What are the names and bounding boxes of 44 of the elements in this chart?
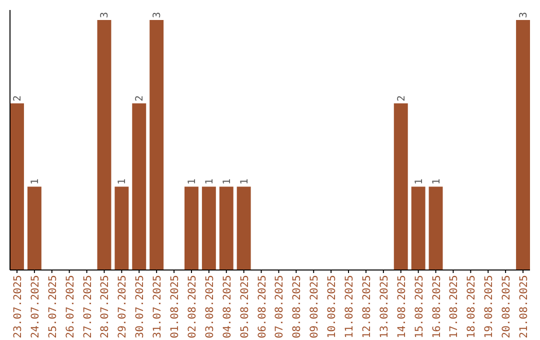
x-tick-label: 07.08.2025 xyxy=(274,275,286,338)
x-tick-label: 25.07.2025 xyxy=(46,275,59,338)
x-tick-label: 23.07.2025 xyxy=(12,275,24,338)
data-label: 2 xyxy=(12,95,24,102)
data-label: 3 xyxy=(152,12,164,18)
x-tick-label: 06.08.2025 xyxy=(256,275,268,338)
x-tick-label: 28.07.2025 xyxy=(99,275,112,338)
data-label: 1 xyxy=(117,178,128,185)
x-tick-label: 03.08.2025 xyxy=(204,275,216,338)
data-label: 2 xyxy=(134,95,146,102)
x-tick-label: 11.08.2025 xyxy=(344,275,356,338)
data-label: 1 xyxy=(30,178,41,185)
x-tick-label: 17.08.2025 xyxy=(448,275,460,338)
data-label: 2 xyxy=(396,95,408,102)
x-tick-label: 05.08.2025 xyxy=(238,275,251,338)
x-tick-label: 01.08.2025 xyxy=(169,275,182,338)
x-tick-label: 21.08.2025 xyxy=(518,275,530,338)
x-tick-label: 09.08.2025 xyxy=(308,275,321,338)
x-tick-label: 10.08.2025 xyxy=(326,275,338,338)
x-tick-label: 12.08.2025 xyxy=(360,275,373,338)
x-tick-label: 26.07.2025 xyxy=(64,275,76,338)
x-tick-label: 27.07.2025 xyxy=(82,275,94,338)
x-tick-label: 18.08.2025 xyxy=(466,275,478,338)
x-tick-label: 14.08.2025 xyxy=(396,275,408,338)
data-label: 1 xyxy=(222,178,233,185)
x-tick-label: 16.08.2025 xyxy=(430,275,443,338)
data-label: 1 xyxy=(239,178,250,185)
data-label: 3 xyxy=(100,12,111,18)
data-label: 1 xyxy=(204,178,216,185)
x-tick-label: 04.08.2025 xyxy=(221,275,234,338)
data-label: 1 xyxy=(431,178,442,185)
x-tick-label: 24.07.2025 xyxy=(29,275,42,338)
x-tick-label: 20.08.2025 xyxy=(500,275,513,338)
x-tick-label: 31.07.2025 xyxy=(152,275,164,338)
x-tick-label: 13.08.2025 xyxy=(378,275,390,338)
data-label: 1 xyxy=(414,178,425,185)
x-tick-label: 15.08.2025 xyxy=(413,275,426,338)
x-tick-label: 19.08.2025 xyxy=(483,275,496,338)
x-tick-label: 29.07.2025 xyxy=(116,275,129,338)
x-tick-label: 08.08.2025 xyxy=(291,275,304,338)
x-tick-label: 02.08.2025 xyxy=(186,275,198,338)
data-label: 1 xyxy=(186,178,198,185)
data-label: 3 xyxy=(518,12,530,18)
x-tick-label: 30.07.2025 xyxy=(134,275,146,338)
